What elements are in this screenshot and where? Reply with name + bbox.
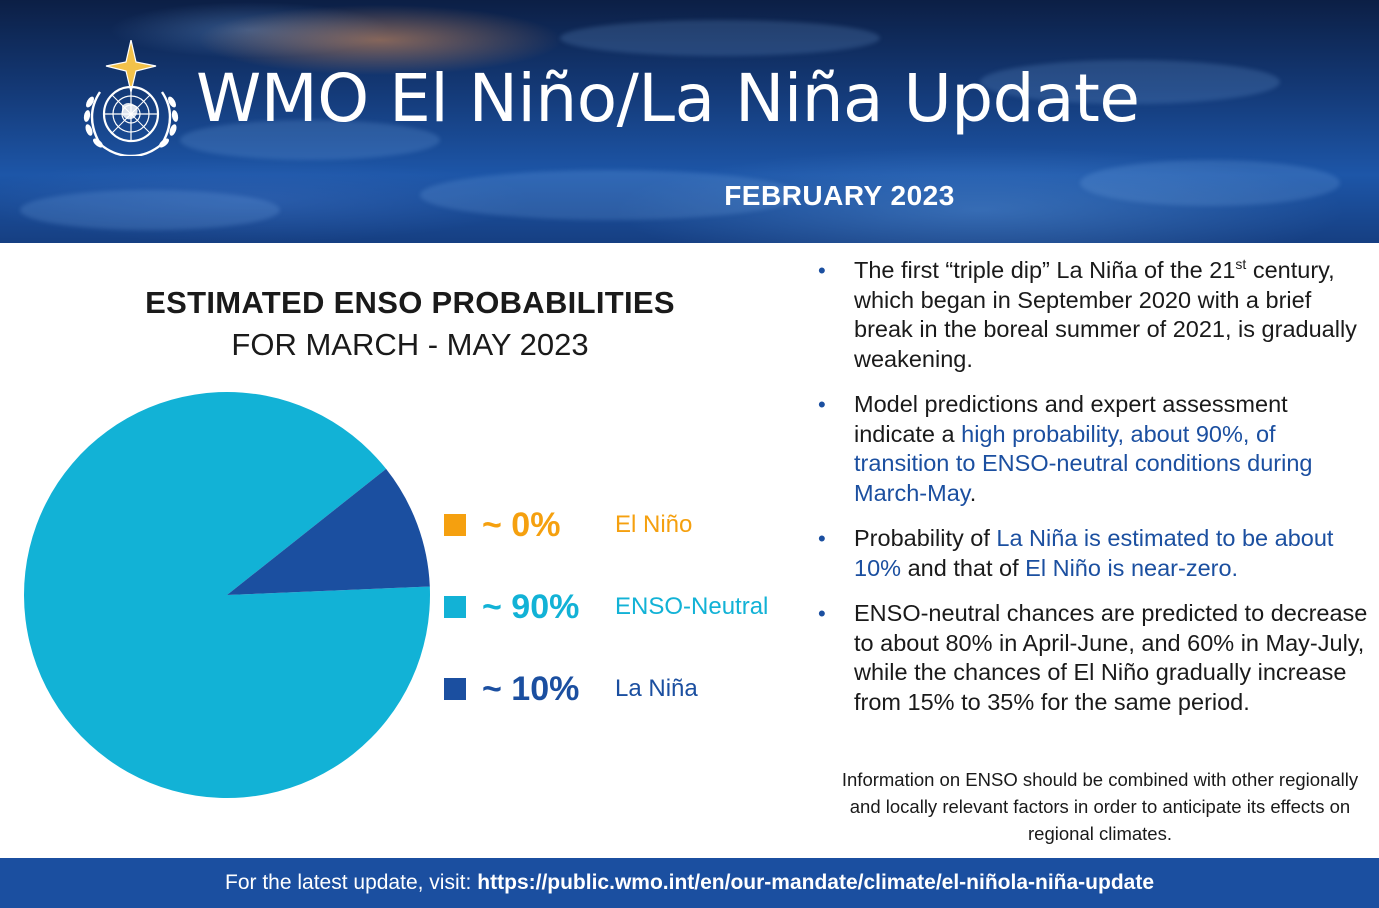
bullet-text: The first “triple dip” La Niña of the 21 <box>854 257 1236 283</box>
legend-label-enso-neutral: ENSO-Neutral <box>615 593 769 620</box>
enso-note: Information on ENSO should be combined w… <box>841 769 1359 844</box>
footer-url-link[interactable]: https://public.wmo.int/en/our-mandate/cl… <box>477 871 1154 894</box>
bullet-text: . <box>969 479 977 506</box>
bullet-highlight: La Niña is estimated to be about 10% <box>854 525 1334 581</box>
bullet-text: ENSO-neutral chances are predicted to de… <box>854 600 1368 715</box>
update-date: FEBRUARY 2023 <box>724 180 955 211</box>
bullet-triple-dip: • The first “triple dip” La Niña of the … <box>818 256 1370 374</box>
wmo-logo-icon <box>83 40 179 156</box>
legend-label-la-nina: La Niña <box>615 675 698 702</box>
bullet-text: Probability of <box>854 525 997 551</box>
legend-value-la-nina: ~ 10% <box>482 669 580 708</box>
legend-value-el-nino: ~ 0% <box>482 505 561 544</box>
legend-swatch-el-nino <box>444 514 466 536</box>
pie-slice-enso-neutral <box>23 391 430 798</box>
bullet-model-predictions: • Model predictions and expert assessmen… <box>818 390 1370 508</box>
bullet-future-chances: • ENSO-neutral chances are predicted to … <box>818 599 1370 717</box>
bullet-text: and that of <box>901 554 1026 581</box>
legend-item-el-nino: ~ 0% El Niño <box>444 505 692 545</box>
bullet-dot-icon: • <box>818 526 826 551</box>
footer-bar: For the latest update, visit: https://pu… <box>0 858 1379 908</box>
enso-pie-chart <box>23 391 430 798</box>
bullet-dot-icon: • <box>818 392 826 417</box>
chart-title: ESTIMATED ENSO PROBABILITIES <box>145 285 675 320</box>
pie-slice-la-ni-a <box>227 468 430 595</box>
bullet-probabilities: • Probability of La Niña is estimated to… <box>818 524 1370 583</box>
key-points-list: • The first “triple dip” La Niña of the … <box>818 256 1370 733</box>
legend-item-enso-neutral: ~ 90% ENSO-Neutral <box>444 587 768 627</box>
bullet-text: century, which began in September 2020 w… <box>854 257 1357 372</box>
bullet-highlight: El Niño is near-zero. <box>1025 554 1239 581</box>
chart-subtitle: FOR MARCH - MAY 2023 <box>231 327 589 362</box>
ordinal-suffix: st <box>1235 256 1247 273</box>
legend-label-el-nino: El Niño <box>615 511 693 538</box>
bullet-highlight: high probability, about 90%, of transiti… <box>854 420 1313 506</box>
legend-swatch-enso-neutral <box>444 596 466 618</box>
bullet-dot-icon: • <box>818 258 826 283</box>
legend-item-la-nina: ~ 10% La Niña <box>444 669 698 709</box>
footer-prefix: For the latest update, visit: <box>225 871 472 894</box>
bullet-dot-icon: • <box>818 601 826 626</box>
bullet-text: Model predictions and expert assessment … <box>854 391 1288 447</box>
header-banner: WMO El Niño/La Niña Update FEBRUARY 2023 <box>0 0 1379 243</box>
legend-value-enso-neutral: ~ 90% <box>482 587 580 626</box>
legend-swatch-la-nina <box>444 678 466 700</box>
page-title: WMO El Niño/La Niña Update <box>196 60 1140 137</box>
